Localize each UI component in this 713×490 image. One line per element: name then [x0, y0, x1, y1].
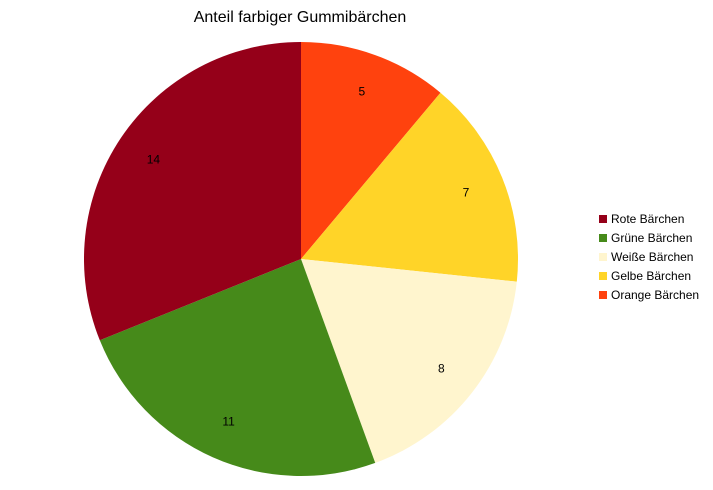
- legend-swatch-4: [599, 272, 607, 280]
- pie-slice-3: [301, 259, 517, 463]
- legend-swatch-2: [599, 234, 607, 242]
- pie-data-label-2: 11: [222, 415, 235, 429]
- pie-slice-4: [301, 92, 518, 282]
- legend-label-1: Rote Bärchen: [611, 212, 684, 226]
- legend-label-3: Weiße Bärchen: [611, 250, 693, 264]
- legend-swatch-5: [599, 291, 607, 299]
- pie-slice-5: [301, 42, 441, 259]
- legend-label-2: Grüne Bärchen: [611, 231, 692, 245]
- legend-label-4: Gelbe Bärchen: [611, 269, 691, 283]
- chart-title: Anteil farbiger Gummibärchen: [194, 9, 407, 26]
- pie-slice-1: [83, 42, 301, 341]
- pie-data-label-1: 14: [147, 153, 161, 167]
- legend-label-5: Orange Bärchen: [611, 288, 699, 302]
- pie-data-labels: 5 7 8 11 14: [147, 85, 470, 429]
- pie-slice-2: [99, 259, 376, 476]
- pie-slices: [83, 42, 518, 476]
- legend-swatch-3: [599, 253, 607, 261]
- pie-data-label-4: 7: [463, 185, 470, 199]
- legend: Rote Bärchen Grüne Bärchen Weiße Bärchen Ge…: [599, 212, 699, 302]
- pie-data-label-3: 8: [438, 362, 445, 376]
- pie-data-label-5: 5: [359, 85, 366, 99]
- legend-swatch-1: [599, 215, 607, 223]
